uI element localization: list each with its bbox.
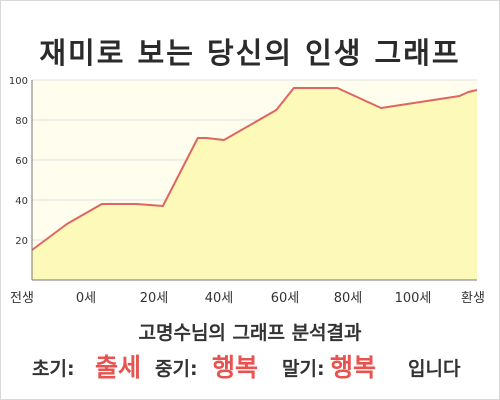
mid-value: 행복 xyxy=(212,353,259,382)
x-tick-label: 100세 xyxy=(395,291,432,306)
y-tick-label: 100 xyxy=(9,76,28,87)
x-tick-label: 0세 xyxy=(76,291,96,306)
life-line xyxy=(31,87,478,251)
page-title: 재미로 보는 당신의 인생 그래프 xyxy=(39,36,461,70)
y-tick-label: 80 xyxy=(15,116,28,127)
result-heading: 고명수님의 그래프 분석결과 xyxy=(138,322,362,344)
y-tick-label: 60 xyxy=(15,156,28,167)
y-tick-label: 20 xyxy=(15,236,28,247)
x-tick-label: 20세 xyxy=(140,291,169,306)
late-value: 행복 xyxy=(330,353,377,382)
x-tick-label: 전생 xyxy=(10,291,34,306)
result-summary: 초기: 출세 중기: 행복 말기: 행복 입니다 xyxy=(0,346,500,382)
area-fill xyxy=(32,88,477,280)
mid-label: 중기: xyxy=(155,358,198,380)
y-tick-label: 40 xyxy=(15,196,28,207)
ending-text: 입니다 xyxy=(408,358,461,380)
late-label: 말기: xyxy=(282,358,325,380)
x-tick-label: 40세 xyxy=(205,291,234,306)
x-tick-label: 60세 xyxy=(271,291,300,306)
x-tick-label: 80세 xyxy=(334,291,363,306)
life-graph-svg: 20 40 60 80 100 전생 0세 20세 40세 60세 80세 100세 환생 xyxy=(9,76,485,306)
early-value: 출세 xyxy=(95,353,142,382)
x-tick-label: 환생 xyxy=(461,291,485,306)
life-graph-chart: 20 40 60 80 100 전생 0세 20세 40세 60세 80세 100세 환생 xyxy=(0,74,500,310)
early-label: 초기: xyxy=(32,358,75,380)
